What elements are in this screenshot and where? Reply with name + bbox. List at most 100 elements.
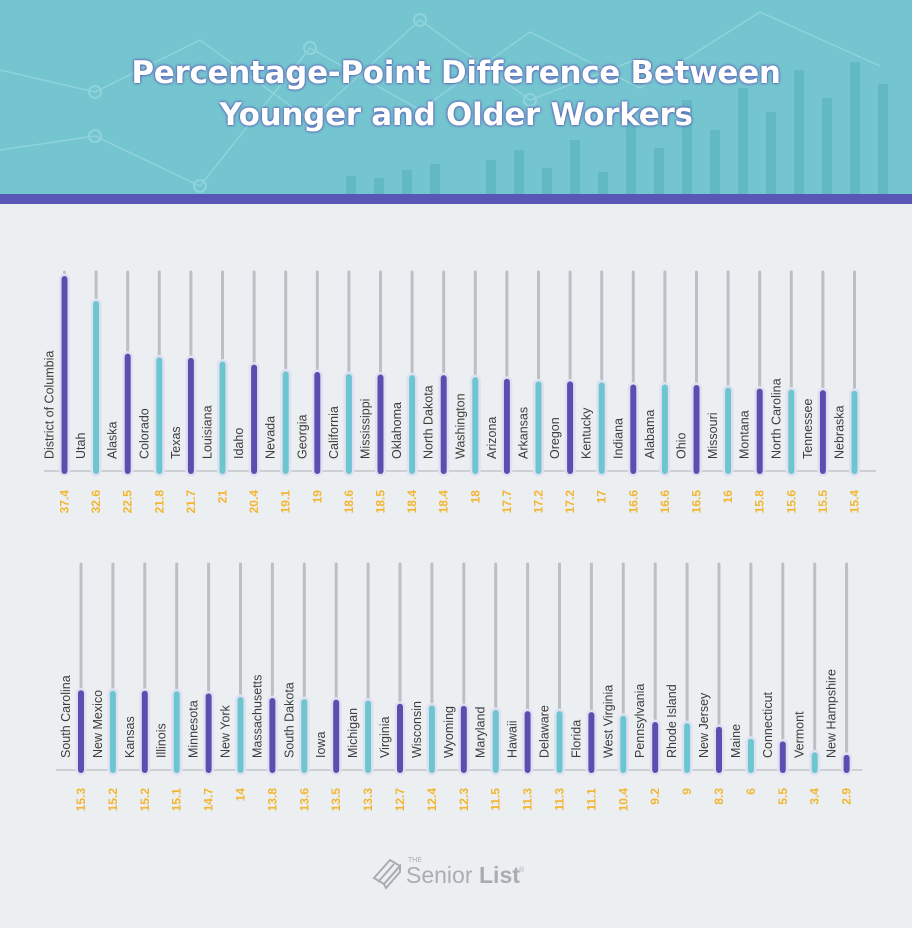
state-label: North Carolina — [769, 378, 783, 459]
bar-fill — [237, 697, 244, 773]
thermometer-bar: Texas 21.7 — [169, 270, 198, 514]
state-label: Ohio — [675, 433, 689, 459]
state-label: Mississippi — [359, 399, 373, 459]
bar-fill — [333, 699, 340, 773]
bar-fill — [779, 741, 786, 773]
thermometer-bar: Kansas 15.2 — [123, 562, 152, 812]
bar-fill — [630, 384, 637, 474]
value-label: 11.1 — [584, 788, 598, 811]
bar-fill — [428, 705, 435, 773]
thermometer-bar: Pennsylvania 9.2 — [633, 562, 662, 805]
bar-fill — [756, 388, 763, 474]
book-icon — [372, 858, 402, 890]
value-label: 18.5 — [374, 490, 388, 514]
value-label: 15.6 — [784, 490, 798, 514]
bar-fill — [173, 691, 180, 773]
value-label: 20.4 — [247, 490, 261, 514]
state-label: Delaware — [538, 705, 552, 758]
value-label: 10.4 — [616, 788, 630, 812]
value-label: 14.7 — [202, 788, 216, 812]
thermometer-bar: Massachusetts 13.8 — [250, 562, 279, 812]
value-label: 17.7 — [500, 490, 514, 514]
value-label: 13.3 — [361, 788, 375, 812]
thermometer-bar: Florida 11.1 — [569, 562, 598, 811]
value-label: 17.2 — [532, 490, 546, 514]
thermometer-bar: North Carolina 15.6 — [769, 270, 798, 514]
thermometer-bar: Georgia 19 — [295, 270, 324, 504]
thermometer-bar: Louisiana 21 — [201, 270, 230, 503]
state-label: Kentucky — [580, 407, 594, 459]
bar-fill — [492, 710, 499, 773]
value-label: 9 — [680, 788, 694, 795]
value-label: 19 — [310, 490, 324, 504]
value-label: 13.6 — [297, 788, 311, 812]
value-label: 37.4 — [58, 490, 72, 514]
state-label: Nebraska — [833, 405, 847, 459]
bar-fill — [251, 364, 258, 474]
thermometer-bar: North Dakota 18.4 — [422, 270, 451, 514]
thermometer-bar: Minnesota 14.7 — [187, 562, 216, 812]
state-label: West Virginia — [601, 685, 615, 758]
senior-list-logo: THE Senior List ® — [372, 857, 525, 890]
state-label: Missouri — [706, 412, 720, 459]
thermometer-bar: Arkansas 17.2 — [517, 270, 546, 514]
chart-panel-1: District of Columbia 37.4 Utah 32.6 Alaska 22… — [43, 270, 876, 514]
value-label: 13.5 — [329, 788, 343, 812]
state-label: Connecticut — [761, 691, 775, 758]
bar-fill — [282, 371, 289, 474]
state-label: Wyoming — [442, 706, 456, 758]
chart-panel-2: South Carolina 15.3 New Mexico 15.2 Kansas 15… — [56, 562, 862, 812]
thermometer-bar: Oregon 17.2 — [548, 270, 577, 514]
value-label: 17.2 — [563, 490, 577, 514]
bar-fill — [187, 357, 194, 474]
value-label: 18.4 — [405, 490, 419, 514]
thermometer-bar: California 18.6 — [327, 270, 356, 514]
title-line-2: Younger and Older Workers — [219, 97, 693, 133]
state-label: Maryland — [474, 707, 488, 758]
value-label: 18.4 — [437, 490, 451, 514]
value-label: 18.6 — [342, 490, 356, 514]
state-label: Nevada — [264, 416, 278, 459]
bar-fill — [693, 384, 700, 474]
thermometer-bar: Washington 18 — [453, 270, 482, 503]
bar-fill — [460, 705, 467, 773]
thermometer-bar: Idaho 20.4 — [232, 270, 261, 514]
value-label: 22.5 — [121, 490, 135, 514]
thermometer-bar: Nevada 19.1 — [264, 270, 293, 513]
bar-fill — [503, 378, 510, 474]
thermometer-bar: Maine 6 — [729, 562, 758, 795]
thermometer-bar: Virginia 12.7 — [378, 562, 407, 812]
thermometer-bar: Kentucky 17 — [580, 270, 609, 503]
value-label: 32.6 — [89, 490, 103, 514]
chart-title: Percentage-Point Difference Between Youn… — [0, 52, 912, 136]
value-label: 21.7 — [184, 490, 198, 514]
thermometer-bar: Alaska 22.5 — [106, 270, 135, 514]
bar-fill — [851, 390, 858, 474]
value-label: 15.2 — [138, 788, 152, 812]
bar-fill — [535, 381, 542, 474]
state-label: New Jersey — [697, 692, 711, 758]
value-label: 15.1 — [170, 788, 184, 812]
value-label: 6 — [744, 788, 758, 795]
bar-fill — [652, 722, 659, 773]
value-label: 3.4 — [808, 788, 822, 805]
bar-fill — [156, 357, 163, 474]
bar-fill — [141, 690, 148, 773]
state-label: Colorado — [137, 408, 151, 459]
state-label: Maine — [729, 724, 743, 758]
state-label: Florida — [569, 720, 583, 758]
bar-fill — [314, 371, 321, 474]
bar-fill — [472, 377, 479, 474]
bar-fill — [567, 381, 574, 474]
value-label: 5.5 — [776, 788, 790, 805]
thermometer-bar: Maryland 11.5 — [474, 562, 503, 811]
bar-fill — [716, 726, 722, 773]
value-label: 12.7 — [393, 788, 407, 812]
value-label: 13.8 — [265, 788, 279, 812]
thermometer-bar: Utah 32.6 — [74, 270, 103, 514]
thermometer-bar: Mississippi 18.5 — [359, 270, 388, 514]
title-line-1: Percentage-Point Difference Between — [131, 55, 781, 91]
thermometer-bar: Oklahoma 18.4 — [390, 270, 419, 514]
thermometer-bar: Tennessee 15.5 — [801, 270, 830, 513]
